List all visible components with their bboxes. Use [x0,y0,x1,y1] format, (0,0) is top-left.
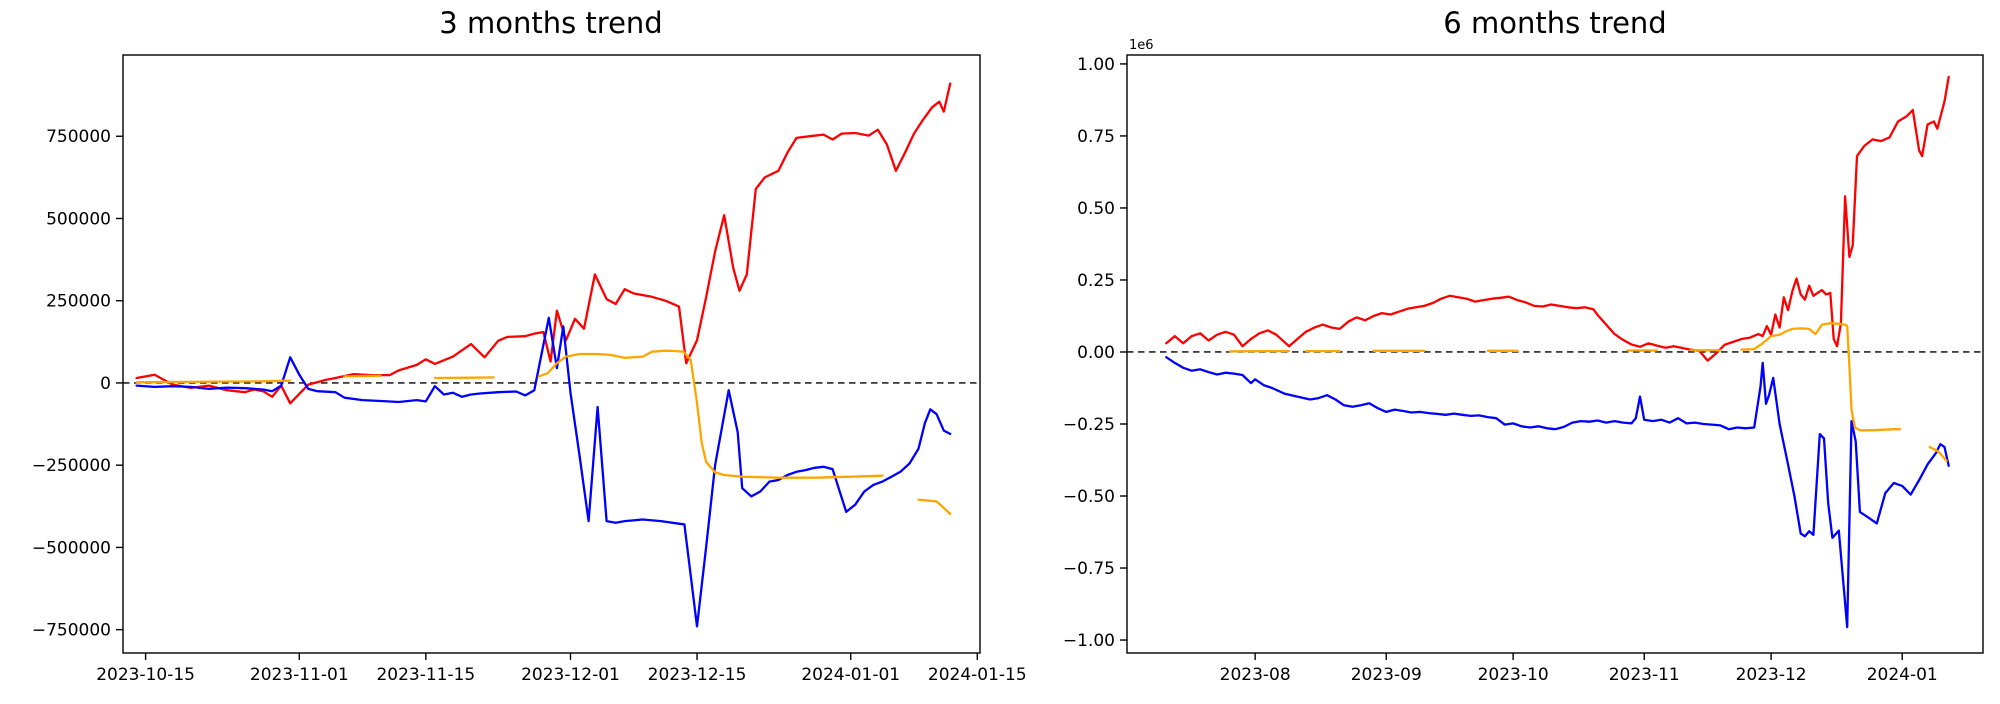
left-chart-y-tick-label: −750000 [32,621,111,641]
right-chart-x-tick-label: 2023-11 [1609,665,1680,685]
left-chart-series-orange-segment-4 [919,500,951,514]
right-chart-y-tick-label: −0.50 [1063,487,1115,507]
left-chart-x-tick-label: 2023-11-15 [376,665,475,685]
right-chart-x-tick-label: 2023-08 [1220,665,1291,685]
left-chart-title: 3 months trend [439,6,662,40]
right-chart-axes-box [1127,55,1983,653]
left-chart-x-tick-label: 2024-01-01 [801,665,900,685]
right-chart-series-red-segment-0 [1166,77,1948,361]
right-chart-series-orange-segment-6 [1742,323,1901,430]
right-chart-y-tick-label: −0.25 [1063,415,1115,435]
left-chart-y-tick-label: −250000 [32,456,111,476]
right-chart-y-tick-label: 0.75 [1077,127,1115,147]
left-chart-series-orange-segment-2 [435,377,494,378]
left-chart-series-orange-segment-1 [345,376,381,377]
right-chart-y-tick-label: −1.00 [1063,631,1115,651]
right-chart-y-tick-label: 0.25 [1077,271,1115,291]
left-chart-x-tick-label: 2023-11-01 [250,665,349,685]
right-chart-series-blue-segment-0 [1166,357,1948,627]
left-chart-x-tick-label: 2024-01-15 [928,665,1027,685]
left-chart-y-tick-label: −500000 [32,538,111,558]
right-chart-title: 6 months trend [1443,6,1666,40]
right-chart-x-tick-label: 2023-09 [1351,665,1422,685]
right-chart-y-tick-label: 1.00 [1077,55,1115,75]
left-chart-x-tick-label: 2023-12-15 [648,665,747,685]
left-chart-series-blue-segment-0 [137,318,951,627]
right-chart-x-tick-label: 2024-01 [1867,665,1938,685]
left-chart-y-tick-label: 250000 [46,292,111,312]
left-chart-y-tick-label: 500000 [46,209,111,229]
right-chart-y-tick-label: 0.50 [1077,199,1115,219]
left-chart-x-tick-label: 2023-12-01 [521,665,620,685]
left-chart-x-tick-label: 2023-10-15 [96,665,195,685]
right-chart-y-axis-offset-label: 1e6 [1129,38,1154,53]
left-chart: 2023-10-15 2023-11-01 2023-11-15 2023-12-01… [32,55,1027,685]
right-chart-x-tick-label: 2023-10 [1478,665,1549,685]
left-chart-y-tick-label: 750000 [46,127,111,147]
right-chart-x-tick-label: 2023-12 [1736,665,1807,685]
right-chart-y-tick-label: 0.00 [1077,343,1115,363]
left-chart-series-orange-segment-3 [539,351,883,478]
left-chart-series-red-segment-0 [137,84,951,404]
left-chart-series-orange-segment-0 [137,381,291,383]
right-chart: 2023-08 2023-09 2023-10 2023-11 2023-12 2024-… [1063,38,1983,685]
left-chart-y-tick-label: 0 [100,374,111,394]
right-chart-y-tick-label: −0.75 [1063,559,1115,579]
